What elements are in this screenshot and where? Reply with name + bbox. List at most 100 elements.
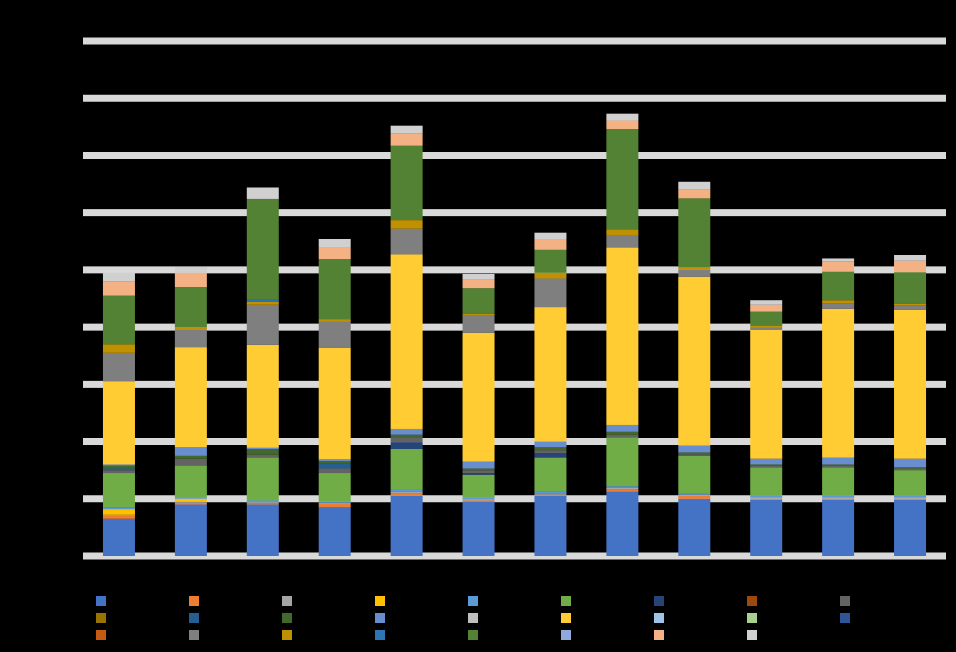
bar-segment (102, 468, 135, 471)
legend-swatch (375, 613, 385, 623)
bar-segment (390, 434, 423, 438)
bar-segment (750, 311, 783, 326)
legend-item (747, 611, 837, 625)
bar-segment (246, 504, 279, 556)
bar-segment (894, 272, 927, 304)
bar-segment (390, 220, 423, 229)
bar-segment (174, 458, 207, 466)
legend-swatch (189, 613, 199, 623)
bar-segment (246, 448, 279, 455)
bar-segment (894, 458, 927, 468)
legend-item (189, 594, 279, 608)
bar-segment (390, 442, 423, 449)
bar-segment (822, 303, 855, 309)
bar-segment (102, 507, 135, 510)
bar-segment (606, 234, 639, 248)
legend-item (468, 628, 558, 642)
legend-item (189, 628, 279, 642)
bar-segment (750, 325, 783, 328)
bar-segment (174, 502, 207, 505)
legend-item (375, 611, 465, 625)
bar-stack (678, 181, 711, 556)
bar-segment (678, 269, 711, 277)
bar-segment (462, 497, 495, 500)
bar-segment (606, 424, 639, 432)
bar-segment (174, 287, 207, 328)
bar-segment (894, 499, 927, 556)
bar-segment (462, 473, 495, 475)
bar-segment (678, 189, 711, 199)
bar-segment (678, 498, 711, 556)
bar-segment (822, 300, 855, 304)
bar-segment (462, 470, 495, 474)
bar-segment (750, 458, 783, 465)
bar-segment (174, 498, 207, 502)
bar-stack (318, 238, 351, 556)
bar-segment (606, 486, 639, 488)
bar-segment (174, 267, 207, 273)
bar-segment (246, 502, 279, 504)
bar-segment (102, 465, 135, 469)
bar-segment (894, 467, 927, 469)
legend-swatch (561, 630, 571, 640)
bar-segment (894, 497, 927, 499)
bar-segment (750, 497, 783, 499)
bar-stack (822, 258, 855, 556)
bar-segment (174, 327, 207, 330)
bar-segment (390, 437, 423, 443)
legend-swatch (654, 630, 664, 640)
bar-segment (678, 198, 711, 268)
bar-segment (102, 509, 135, 515)
bar-segment (318, 501, 351, 503)
bar-segment (894, 470, 927, 496)
legend-swatch (375, 596, 385, 606)
bar-segment (462, 273, 495, 280)
legend-item (282, 594, 372, 608)
bar-segment (174, 497, 207, 499)
bar-segment (462, 500, 495, 502)
bar-segment (678, 452, 711, 455)
bar-segment (246, 454, 279, 458)
bar-segment (390, 495, 423, 556)
bar-segment (822, 499, 855, 556)
bar-segment (606, 487, 639, 490)
legend-swatch (189, 630, 199, 640)
legend-swatch (282, 630, 292, 640)
bar-segment (894, 309, 927, 459)
legend-item (840, 611, 930, 625)
bar-segment (534, 307, 567, 442)
legend-item (189, 611, 279, 625)
bar-segment (534, 450, 567, 453)
bar-segment (102, 295, 135, 345)
legend-item (282, 611, 372, 625)
bar-segment (318, 461, 351, 464)
bar-segment (102, 470, 135, 474)
bar-segment (678, 455, 711, 494)
bar-segment (606, 489, 639, 492)
legend-item (561, 611, 651, 625)
bar-stacks (102, 113, 927, 556)
bar-segment (606, 491, 639, 556)
bar-segment (750, 495, 783, 498)
bar-segment (678, 276, 711, 446)
bar-segment (534, 249, 567, 273)
bar-segment (174, 329, 207, 348)
legend-swatch (96, 613, 106, 623)
bar-segment (534, 239, 567, 250)
bar-segment (102, 381, 135, 465)
bar-segment (750, 327, 783, 330)
bar-segment (390, 254, 423, 429)
bar-segment (390, 228, 423, 255)
bar-segment (678, 267, 711, 270)
bar-segment (750, 304, 783, 312)
bar-segment (678, 493, 711, 495)
bar-segment (894, 260, 927, 273)
bar-segment (822, 495, 855, 498)
bar-segment (318, 319, 351, 322)
bar-segment (534, 457, 567, 492)
bar-segment (246, 457, 279, 501)
legend-swatch (654, 596, 664, 606)
bar-segment (462, 501, 495, 556)
bar-segment (534, 272, 567, 279)
legend-swatch (375, 630, 385, 640)
